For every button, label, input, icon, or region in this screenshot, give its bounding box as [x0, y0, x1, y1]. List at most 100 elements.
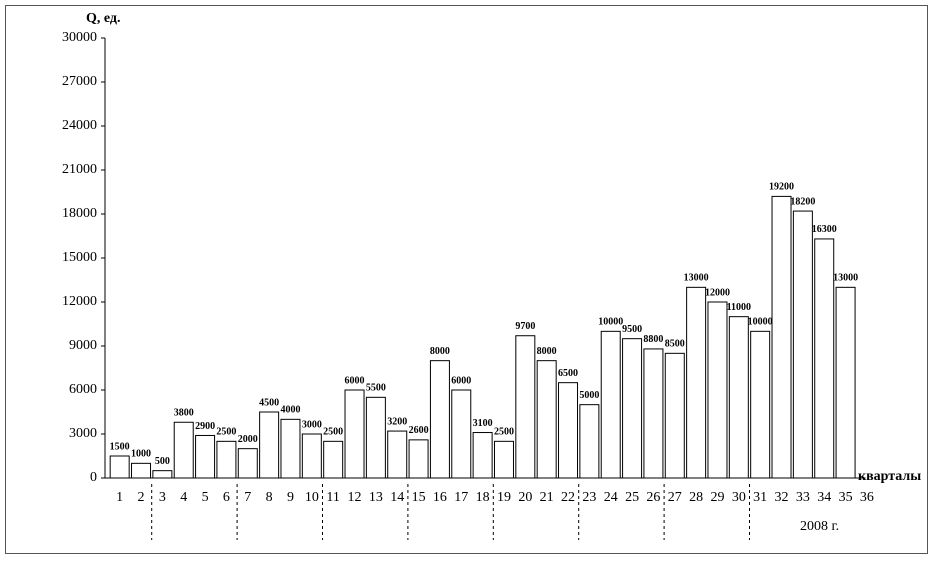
x-tick-label: 6 [223, 490, 230, 505]
x-tick-label: 5 [202, 490, 209, 505]
y-tick-label: 27000 [62, 74, 97, 89]
x-tick-label: 35 [839, 490, 853, 505]
value-label: 10000 [748, 317, 773, 328]
bar [515, 335, 536, 479]
x-tick-label: 19 [497, 490, 511, 505]
bar [686, 286, 707, 479]
value-label: 12000 [705, 287, 730, 298]
x-tick-label: 29 [710, 490, 724, 505]
bar [109, 455, 130, 479]
y-tick-label: 15000 [62, 250, 97, 265]
x-tick-label: 27 [668, 490, 682, 505]
value-label: 3200 [387, 416, 407, 427]
value-label: 18200 [790, 196, 815, 207]
bar [216, 440, 237, 479]
bar [750, 330, 771, 479]
x-tick-label: 2 [138, 490, 145, 505]
bar [814, 238, 835, 479]
bar [558, 382, 579, 479]
value-label: 4500 [259, 397, 279, 408]
x-tick-label: 21 [540, 490, 554, 505]
x-tick-label: 22 [561, 490, 575, 505]
value-label: 1500 [110, 441, 130, 452]
bar [280, 418, 301, 479]
value-label: 13000 [833, 273, 858, 284]
y-tick-label: 3000 [69, 426, 97, 441]
x-tick-label: 18 [476, 490, 490, 505]
value-label: 11000 [727, 302, 751, 313]
value-label: 4000 [280, 405, 300, 416]
bar [707, 301, 728, 479]
y-tick-label: 0 [90, 470, 97, 485]
bar [600, 330, 621, 479]
value-label: 5500 [366, 383, 386, 394]
bar [451, 389, 472, 479]
value-label: 1000 [131, 449, 151, 460]
x-tick-label: 28 [689, 490, 703, 505]
bar [493, 440, 514, 479]
value-label: 2600 [409, 425, 429, 436]
value-label: 13000 [684, 273, 709, 284]
value-label: 6500 [558, 368, 578, 379]
value-label: 8800 [643, 334, 663, 345]
x-axis-label: кварталы [858, 469, 921, 484]
x-tick-label: 31 [753, 490, 767, 505]
x-tick-label: 8 [266, 490, 273, 505]
bar [173, 421, 194, 479]
value-label: 2500 [494, 427, 514, 438]
value-label: 9700 [515, 321, 535, 332]
value-label: 3800 [174, 408, 194, 419]
x-tick-label: 17 [454, 490, 468, 505]
value-label: 10000 [598, 317, 623, 328]
bar [664, 352, 685, 479]
bar [835, 286, 856, 479]
bar [152, 470, 173, 479]
x-tick-label: 10 [305, 490, 319, 505]
bar [387, 430, 408, 479]
annotation: 2008 г. [800, 519, 839, 534]
y-axis-label: Q, ед. [86, 11, 121, 26]
y-tick-label: 12000 [62, 294, 97, 309]
value-label: 19200 [769, 182, 794, 193]
bar [472, 432, 493, 479]
bar [131, 462, 152, 479]
value-label: 6000 [345, 375, 365, 386]
x-tick-label: 24 [604, 490, 618, 505]
x-tick-label: 20 [518, 490, 532, 505]
bar [259, 411, 280, 479]
x-tick-label: 4 [180, 490, 187, 505]
bar [408, 439, 429, 479]
value-label: 2500 [216, 427, 236, 438]
bar [792, 210, 813, 479]
y-tick-label: 24000 [62, 118, 97, 133]
value-label: 5000 [579, 390, 599, 401]
value-label: 2900 [195, 421, 215, 432]
bar [643, 348, 664, 479]
x-tick-label: 15 [412, 490, 426, 505]
y-tick-label: 21000 [62, 162, 97, 177]
value-label: 8500 [665, 339, 685, 350]
value-label: 9500 [622, 324, 642, 335]
x-tick-label: 13 [369, 490, 383, 505]
y-tick-label: 9000 [69, 338, 97, 353]
value-label: 8000 [537, 346, 557, 357]
x-tick-label: 1 [116, 490, 123, 505]
bar [301, 433, 322, 479]
bar [365, 396, 386, 479]
x-tick-label: 3 [159, 490, 166, 505]
bar [771, 195, 792, 479]
x-tick-label: 23 [582, 490, 596, 505]
bar [195, 434, 216, 479]
bar [728, 316, 749, 479]
x-tick-label: 36 [860, 490, 874, 505]
x-tick-label: 9 [287, 490, 294, 505]
value-label: 3100 [473, 418, 493, 429]
x-tick-label: 34 [817, 490, 831, 505]
frame [5, 5, 928, 554]
y-tick-label: 18000 [62, 206, 97, 221]
bar [579, 404, 600, 479]
y-tick-label: 6000 [69, 382, 97, 397]
x-tick-label: 11 [326, 490, 339, 505]
y-tick-label: 30000 [62, 30, 97, 45]
